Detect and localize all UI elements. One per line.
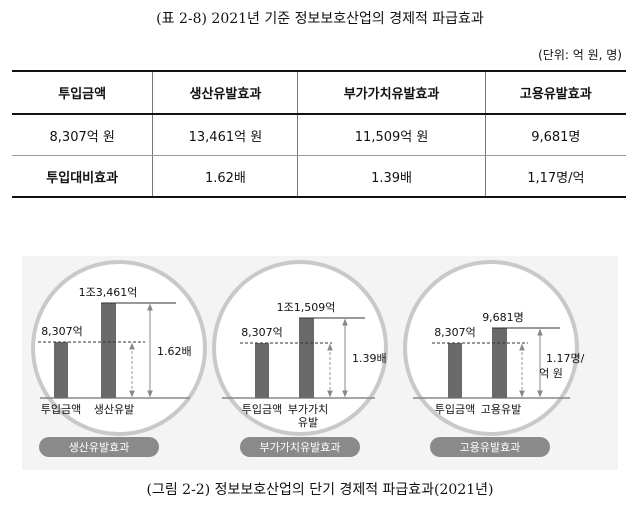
table-cell: 1.62배 — [152, 155, 299, 198]
panel-production: 8,307억 1조3,461억 1.62배 투입금액 생산유발 생산유발효과 — [31, 260, 207, 457]
header-cell: 고용유발효과 — [485, 70, 626, 115]
effect-value-label: 1조3,461억 — [79, 286, 138, 299]
panel-value-added: 8,307억 1조1,509억 1.39배 투입금액 부가가치 유발 부가가치유… — [212, 260, 388, 457]
input-axis-label: 투입금액 — [41, 403, 81, 416]
ratio-label: 1.39배 — [352, 352, 387, 365]
panel-title-pill — [430, 437, 550, 457]
ratio-label: 1.62배 — [157, 345, 192, 358]
figure-caption: (그림 2-2) 정보보호산업의 단기 경제적 파급효과(2021년) — [146, 482, 494, 498]
header-cell: 생산유발효과 — [152, 70, 299, 115]
effect-axis-label: 부가가치 — [288, 403, 328, 416]
effect-bar — [299, 318, 314, 398]
panel-title: 부가가치유발효과 — [260, 441, 341, 454]
effect-value-label: 1조1,509억 — [277, 301, 336, 314]
input-bar — [448, 343, 462, 398]
header-cell: 부가가치유발효과 — [297, 70, 486, 115]
table-row: 8,307억 원 13,461억 원 11,509억 원 9,681명 — [12, 114, 626, 156]
effect-bar — [101, 303, 116, 398]
input-bar — [255, 343, 269, 398]
effect-axis-label: 고용유발 — [481, 403, 521, 416]
input-value-label: 8,307억 — [41, 325, 83, 338]
table-cell: 8,307억 원 — [12, 114, 154, 156]
effect-bar — [492, 328, 507, 398]
panel-title-pill — [39, 437, 159, 457]
table-row-header: 투입대비효과 — [12, 155, 154, 198]
table-cell: 13,461억 원 — [152, 114, 299, 156]
ratio-label: 1.17명/ — [546, 352, 585, 365]
unit-note: (단위: 억 원, 명) — [538, 48, 622, 62]
input-axis-label: 투입금액 — [242, 403, 282, 416]
input-bar — [54, 342, 68, 398]
effect-axis-label-line2: 유발 — [298, 416, 318, 429]
table-cell: 1,17명/억 — [485, 155, 626, 198]
panel-circle — [31, 260, 207, 436]
table-cell: 9,681명 — [485, 114, 626, 156]
table-row: 투입대비효과 1.62배 1.39배 1,17명/억 — [12, 155, 626, 198]
table-cell: 11,509억 원 — [297, 114, 486, 156]
panel-title: 생산유발효과 — [69, 441, 130, 454]
input-value-label: 8,307억 — [434, 326, 476, 339]
input-value-label: 8,307억 — [241, 326, 283, 339]
table-header-row: 투입금액 생산유발효과 부가가치유발효과 고용유발효과 — [12, 70, 626, 115]
table-cell: 1.39배 — [297, 155, 486, 198]
effect-value-label: 9,681명 — [482, 311, 524, 324]
economic-effects-table: 투입금액 생산유발효과 부가가치유발효과 고용유발효과 8,307억 원 13,… — [12, 70, 626, 198]
input-axis-label: 투입금액 — [435, 403, 475, 416]
panel-title-pill — [240, 437, 360, 457]
ratio-label-line2: 억 원 — [539, 367, 563, 380]
effect-axis-label: 생산유발 — [94, 403, 134, 416]
panel-employment: 8,307억 9,681명 1.17명/ 억 원 투입금액 고용유발 고용유발효… — [403, 260, 585, 457]
header-cell: 투입금액 — [12, 70, 154, 115]
panel-title: 고용유발효과 — [460, 441, 521, 454]
table-caption: (표 2-8) 2021년 기준 정보보호산업의 경제적 파급효과 — [156, 11, 484, 27]
